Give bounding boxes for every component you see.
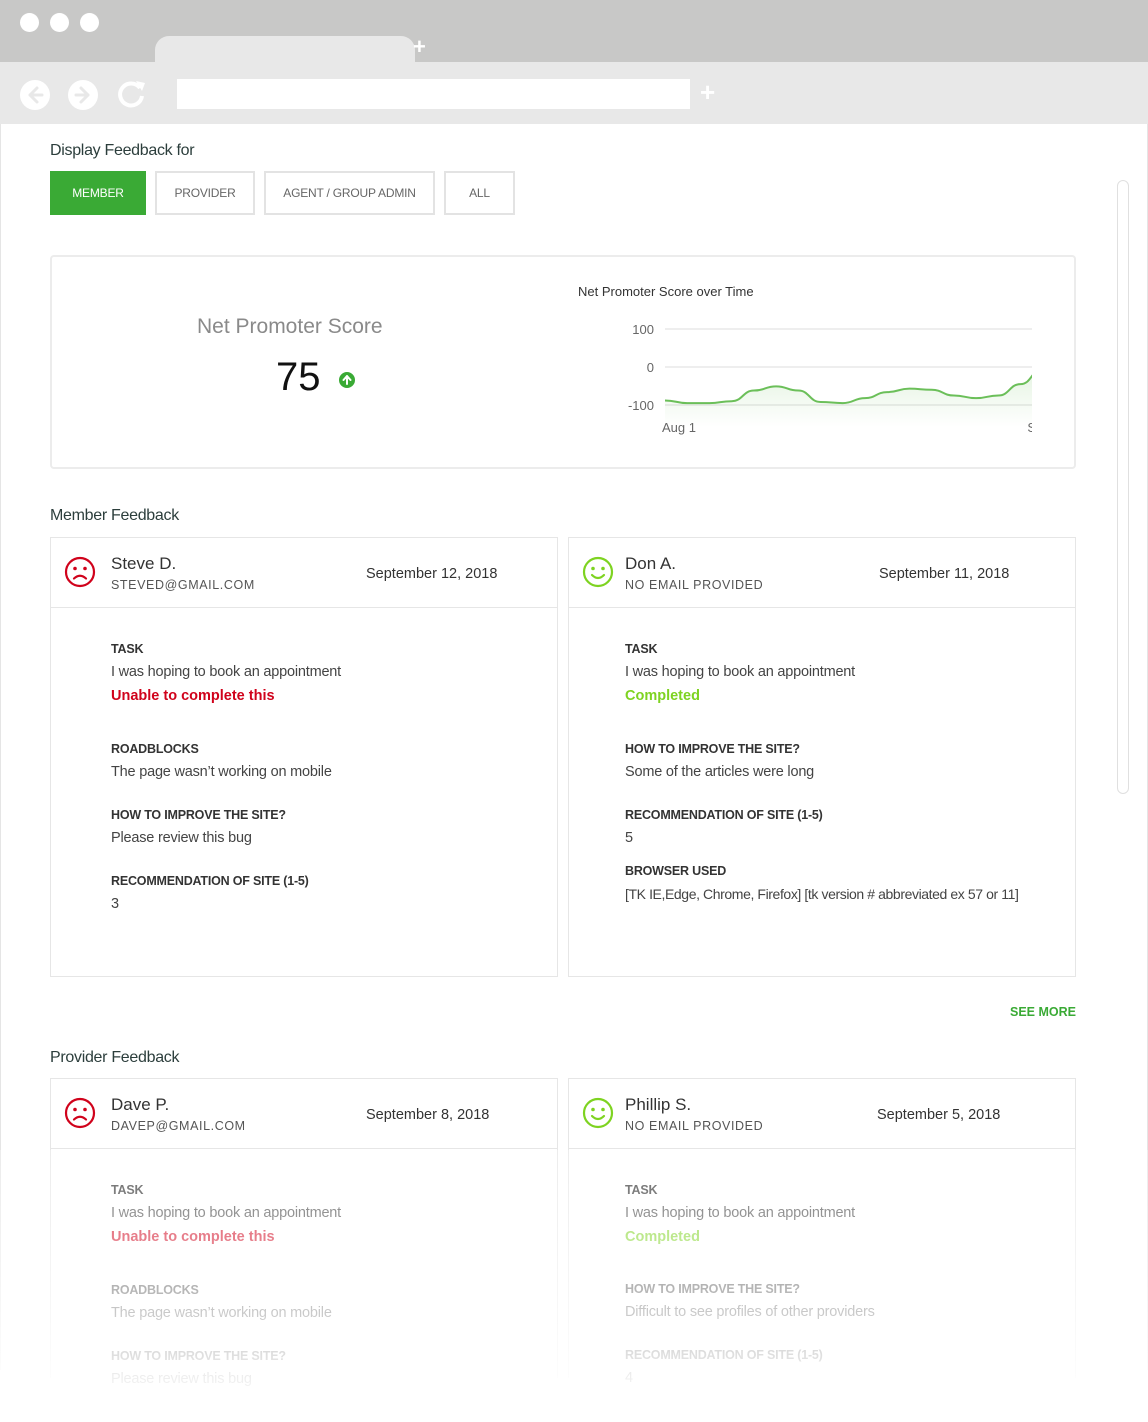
feedback-name: Dave P. bbox=[111, 1095, 170, 1114]
member-feedback-title: Member Feedback bbox=[50, 507, 179, 524]
card-header: Steve D. STEVED@GMAIL.COM September 12, … bbox=[51, 538, 557, 608]
feedback-email: NO EMAIL PROVIDED bbox=[625, 1119, 764, 1133]
feedback-email: STEVED@GMAIL.COM bbox=[111, 578, 255, 592]
feedback-date: September 12, 2018 bbox=[366, 566, 498, 582]
feedback-card: Phillip S. NO EMAIL PROVIDED September 5… bbox=[568, 1078, 1076, 1386]
window-maximize-dot[interactable] bbox=[80, 13, 99, 32]
task-value: I was hoping to book an appointment bbox=[625, 664, 855, 680]
card-header: Dave P. DAVEP@GMAIL.COM September 8, 201… bbox=[51, 1079, 557, 1149]
browser-label: BROWSER USED bbox=[625, 864, 727, 878]
improve-value: Some of the articles were long bbox=[625, 764, 815, 780]
feedback-card: Don A. NO EMAIL PROVIDED September 11, 2… bbox=[568, 537, 1076, 977]
task-status: Completed bbox=[625, 688, 700, 704]
filter-all-button[interactable]: ALL bbox=[444, 171, 515, 215]
chart-area-fill bbox=[665, 376, 1032, 427]
task-value: I was hoping to book an appointment bbox=[625, 1205, 855, 1221]
feedback-date: September 8, 2018 bbox=[366, 1107, 490, 1123]
task-label: TASK bbox=[111, 1183, 144, 1197]
feedback-name: Don A. bbox=[625, 554, 677, 573]
card-header: Don A. NO EMAIL PROVIDED September 11, 2… bbox=[569, 538, 1075, 608]
task-label: TASK bbox=[625, 642, 658, 656]
feedback-card: Dave P. DAVEP@GMAIL.COM September 8, 201… bbox=[50, 1078, 558, 1387]
recommendation-label: RECOMMENDATION OF SITE (1-5) bbox=[625, 1348, 823, 1362]
improve-label: HOW TO IMPROVE THE SITE? bbox=[625, 742, 800, 756]
add-icon[interactable]: + bbox=[700, 77, 716, 107]
task-value: I was hoping to book an appointment bbox=[111, 1205, 341, 1221]
recommendation-label: RECOMMENDATION OF SITE (1-5) bbox=[625, 808, 823, 822]
happy-face-icon bbox=[582, 556, 614, 588]
new-tab-icon[interactable]: + bbox=[413, 34, 426, 59]
card-header: Phillip S. NO EMAIL PROVIDED September 5… bbox=[569, 1079, 1075, 1149]
y-tick-label: 100 bbox=[632, 322, 654, 337]
provider-feedback-title: Provider Feedback bbox=[50, 1049, 180, 1066]
x-tick-label: Sept 1 bbox=[1027, 420, 1032, 435]
chart-title: Net Promoter Score over Time bbox=[578, 284, 754, 299]
feedback-email: NO EMAIL PROVIDED bbox=[625, 578, 764, 592]
task-label: TASK bbox=[625, 1183, 658, 1197]
improve-value: Please review this bug bbox=[111, 830, 252, 846]
trend-up-icon bbox=[339, 372, 355, 388]
forward-icon[interactable] bbox=[68, 80, 98, 110]
feedback-date: September 11, 2018 bbox=[879, 566, 1010, 582]
recommendation-label: RECOMMENDATION OF SITE (1-5) bbox=[111, 874, 309, 888]
filter-provider-button[interactable]: PROVIDER bbox=[155, 171, 255, 215]
back-icon[interactable] bbox=[20, 80, 50, 110]
task-label: TASK bbox=[111, 642, 144, 656]
address-bar[interactable] bbox=[177, 79, 690, 109]
feedback-name: Phillip S. bbox=[625, 1095, 692, 1114]
roadblocks-value: The page wasn’t working on mobile bbox=[111, 764, 332, 780]
happy-face-icon bbox=[582, 1097, 614, 1129]
browser-value: [TK IE,Edge, Chrome, Firefox] [tk versio… bbox=[625, 886, 1019, 902]
improve-value: Please review this bug bbox=[111, 1371, 252, 1387]
recommendation-value: 5 bbox=[625, 830, 633, 846]
recommendation-value: 3 bbox=[111, 896, 119, 912]
scrollbar[interactable] bbox=[1117, 180, 1129, 794]
see-more-link[interactable]: SEE MORE bbox=[1010, 1005, 1076, 1019]
roadblocks-label: ROADBLOCKS bbox=[111, 742, 199, 756]
nps-title: Net Promoter Score bbox=[197, 315, 383, 338]
nps-value: 75 bbox=[276, 355, 321, 399]
task-status: Completed bbox=[625, 1229, 700, 1245]
improve-value: Difficult to see profiles of other provi… bbox=[625, 1304, 875, 1320]
window-minimize-dot[interactable] bbox=[50, 13, 69, 32]
roadblocks-value: The page wasn’t working on mobile bbox=[111, 1305, 332, 1321]
sad-face-icon bbox=[64, 556, 96, 588]
filter-title: Display Feedback for bbox=[50, 142, 195, 159]
y-tick-label: -100 bbox=[628, 398, 654, 413]
roadblocks-label: ROADBLOCKS bbox=[111, 1283, 199, 1297]
improve-label: HOW TO IMPROVE THE SITE? bbox=[111, 808, 286, 822]
feedback-card: Steve D. STEVED@GMAIL.COM September 12, … bbox=[50, 537, 558, 977]
feedback-email: DAVEP@GMAIL.COM bbox=[111, 1119, 246, 1133]
reload-icon[interactable] bbox=[116, 78, 148, 110]
x-tick-label: Aug 1 bbox=[662, 420, 696, 435]
task-value: I was hoping to book an appointment bbox=[111, 664, 341, 680]
feedback-date: September 5, 2018 bbox=[877, 1107, 1001, 1123]
task-status: Unable to complete this bbox=[111, 688, 275, 704]
sad-face-icon bbox=[64, 1097, 96, 1129]
chart-series-line bbox=[664, 374, 1032, 405]
task-status: Unable to complete this bbox=[111, 1229, 275, 1245]
browser-titlebar: + bbox=[0, 0, 1148, 64]
nps-card: Net Promoter Score 75 Net Promoter Score… bbox=[50, 255, 1076, 469]
improve-label: HOW TO IMPROVE THE SITE? bbox=[111, 1349, 286, 1363]
filter-member-button[interactable]: MEMBER bbox=[50, 171, 146, 215]
nps-line-chart: 100 0 -100 Aug 1 Sept 1 bbox=[628, 322, 1032, 435]
recommendation-value: 4 bbox=[625, 1370, 633, 1386]
improve-label: HOW TO IMPROVE THE SITE? bbox=[625, 1282, 800, 1296]
y-tick-label: 0 bbox=[647, 360, 654, 375]
window-close-dot[interactable] bbox=[20, 13, 39, 32]
feedback-name: Steve D. bbox=[111, 554, 177, 573]
browser-toolbar: + bbox=[0, 62, 1148, 124]
browser-tab[interactable] bbox=[155, 36, 415, 64]
filter-agent-group-admin-button[interactable]: AGENT / GROUP ADMIN bbox=[264, 171, 435, 215]
